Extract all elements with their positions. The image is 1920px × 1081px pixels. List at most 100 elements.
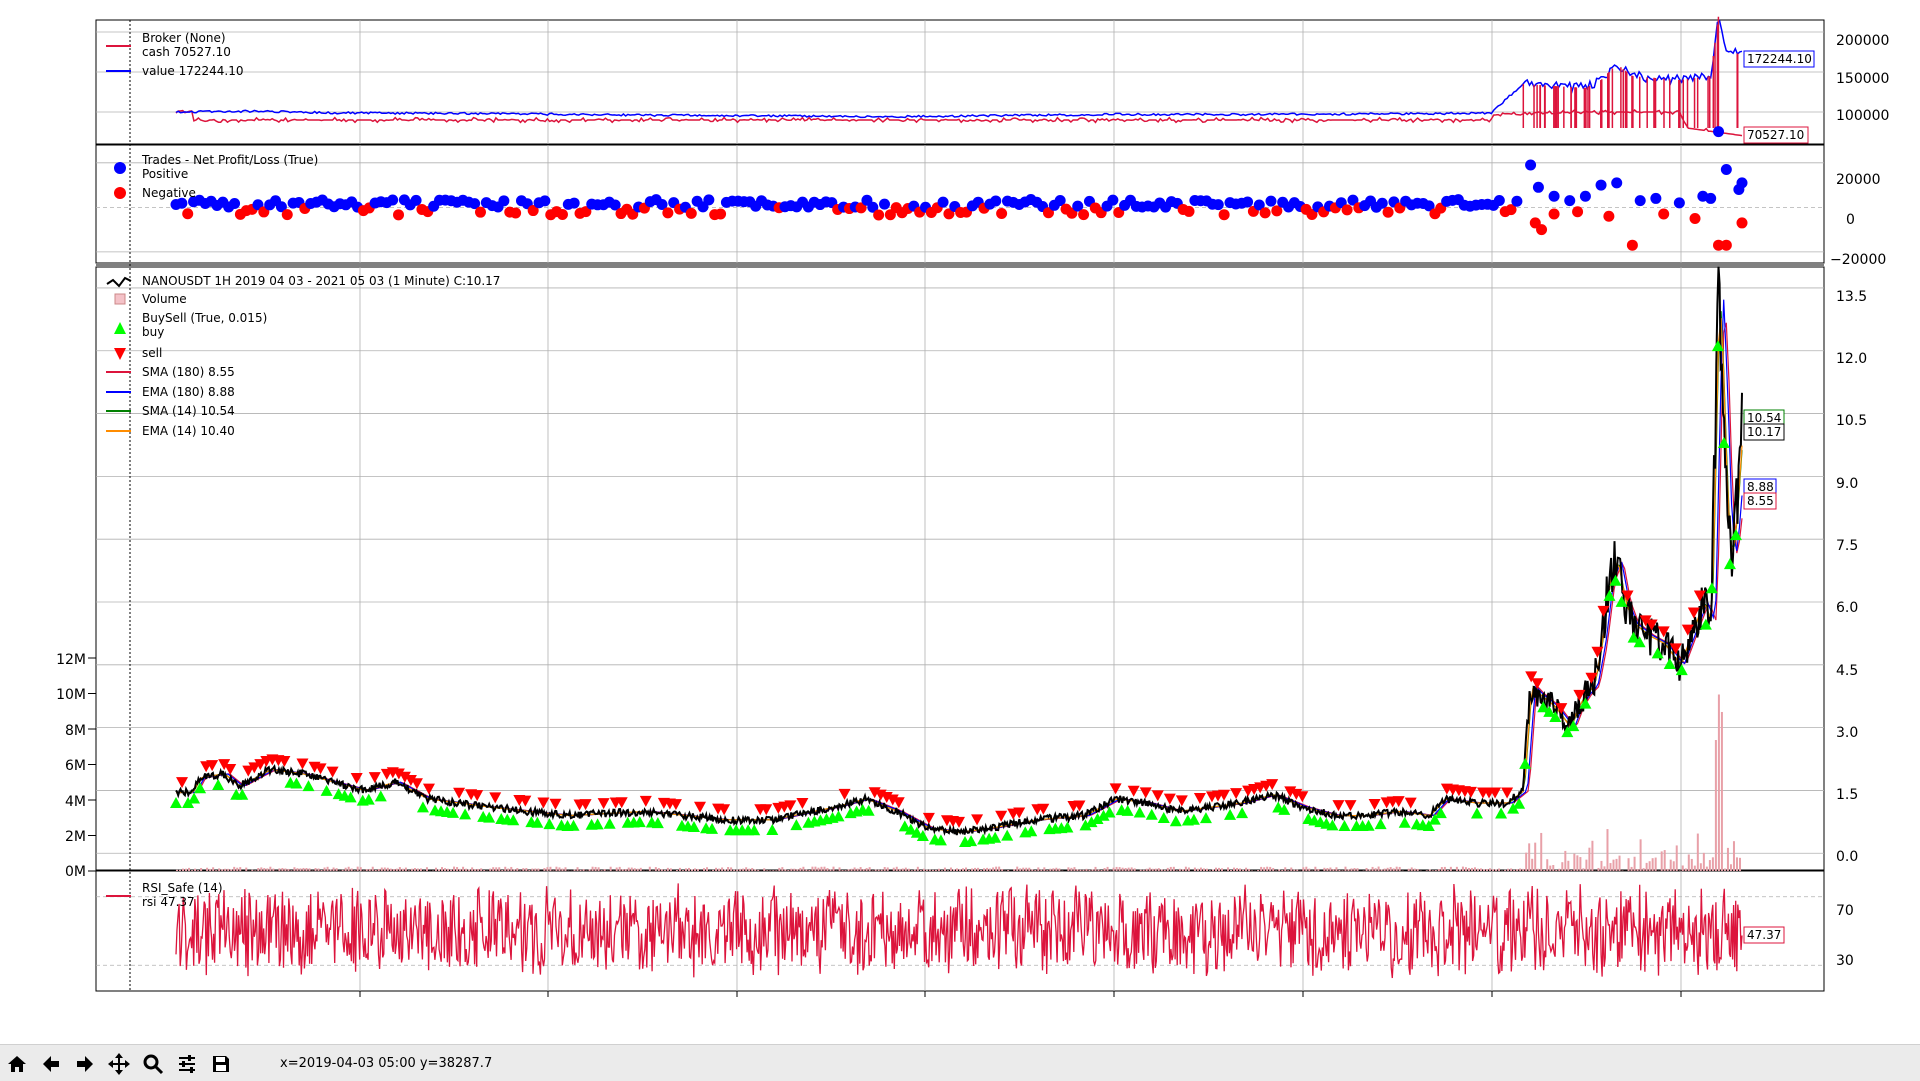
trade-negative-point (1183, 206, 1194, 217)
volume-bar (1230, 870, 1232, 871)
forward-icon[interactable] (70, 1049, 100, 1079)
trade-positive-point (1611, 177, 1622, 188)
buy-marker (543, 818, 555, 829)
volume-bar (959, 869, 961, 871)
volume-bar (971, 868, 973, 871)
volume-bar (598, 867, 600, 871)
home-icon[interactable] (2, 1049, 32, 1079)
trade-positive-point (990, 195, 1001, 206)
volume-bar (1564, 851, 1566, 871)
buy-marker (212, 779, 224, 790)
volume-bar (366, 869, 368, 871)
volume-bar (327, 867, 329, 871)
buy-marker (303, 780, 315, 791)
volume-bar (1088, 870, 1090, 871)
trade-positive-point (1564, 195, 1575, 206)
volume-bar (1495, 869, 1497, 871)
volume-bar (1555, 870, 1557, 871)
volume-bar (411, 869, 413, 871)
volume-bar (1308, 869, 1310, 871)
volume-bar (1043, 867, 1045, 871)
volume-bar (1128, 868, 1130, 871)
volume-bar (1302, 867, 1304, 871)
volume-bar (438, 870, 440, 871)
volume-bar (1700, 863, 1702, 871)
volume-bar (393, 869, 395, 871)
volume-bar (1344, 867, 1346, 871)
buy-marker (170, 797, 182, 808)
volume-bar (851, 869, 853, 871)
buy-marker (1724, 558, 1736, 569)
sma14-line (176, 311, 1742, 832)
volume-bar (1670, 860, 1672, 871)
volume-bar (564, 867, 566, 871)
volume-bar (1266, 867, 1268, 871)
volume-bar (330, 869, 332, 871)
volume-bar (293, 867, 295, 871)
zoom-icon[interactable] (138, 1049, 168, 1079)
volume-bar (287, 869, 289, 871)
volume-bar (1049, 869, 1051, 871)
back-icon[interactable] (36, 1049, 66, 1079)
volume-bar (1375, 868, 1377, 871)
trade-positive-point (1705, 193, 1716, 204)
volume-bar (1721, 712, 1723, 871)
buy-marker (790, 819, 802, 830)
volume-bar (1582, 868, 1584, 871)
volume-bar (992, 867, 994, 871)
volume-bar (182, 869, 184, 871)
trade-negative-point (1342, 204, 1353, 215)
volume-bar (1092, 869, 1094, 871)
broker-ytick: 150000 (1836, 71, 1889, 87)
ema180-legend: EMA (180) 8.88 (142, 385, 235, 399)
volume-bar (1260, 867, 1262, 871)
volume-bar (1537, 869, 1539, 871)
volume-bar (1691, 859, 1693, 871)
volume-bar (522, 868, 524, 871)
volume-bar (592, 867, 594, 871)
volume-bar (185, 869, 187, 871)
trade-negative-point (1721, 240, 1732, 251)
buy-marker (1236, 807, 1248, 818)
volume-bar (622, 869, 624, 871)
buy-marker (1001, 830, 1013, 841)
volume-bar (655, 867, 657, 871)
volume-bar (1739, 858, 1741, 871)
buy-marker (604, 818, 616, 829)
volume-bar (1212, 870, 1214, 871)
volume-bar (697, 869, 699, 871)
buy-marker (188, 792, 200, 803)
buy-marker (1200, 812, 1212, 823)
price-ytick: 13.5 (1836, 289, 1867, 305)
cash-legend: cash 70527.10 (142, 45, 231, 59)
sell-marker (995, 811, 1007, 822)
volume-bar (1022, 868, 1024, 871)
volume-bar (682, 870, 684, 871)
configure-icon[interactable] (172, 1049, 202, 1079)
volume-bar (1694, 866, 1696, 871)
volume-bar (1188, 867, 1190, 871)
volume-bar (471, 867, 473, 871)
volume-bar (236, 868, 238, 871)
volume-bar (601, 870, 603, 871)
save-icon[interactable] (206, 1049, 236, 1079)
navigation-toolbar: x=2019-04-03 05:00 y=38287.7 (0, 1044, 1920, 1081)
volume-bar (333, 868, 335, 871)
pan-icon[interactable] (104, 1049, 134, 1079)
volume-bar (1079, 870, 1081, 871)
sell-marker (1369, 799, 1381, 810)
volume-bar (1667, 869, 1669, 871)
price-ytick: 7.5 (1836, 538, 1858, 554)
volume-bar (721, 867, 723, 871)
volume-bar (881, 870, 883, 871)
volume-bar (911, 870, 913, 871)
volume-bar (477, 869, 479, 871)
volume-bar (1673, 861, 1675, 871)
volume-bar (1197, 869, 1199, 871)
volume-bar (447, 869, 449, 871)
volume-bar (1076, 869, 1078, 871)
volume-bar (796, 869, 798, 871)
close-last-label: 10.17 (1747, 425, 1781, 439)
volume-bar (574, 870, 576, 871)
trade-negative-point (1219, 209, 1230, 220)
